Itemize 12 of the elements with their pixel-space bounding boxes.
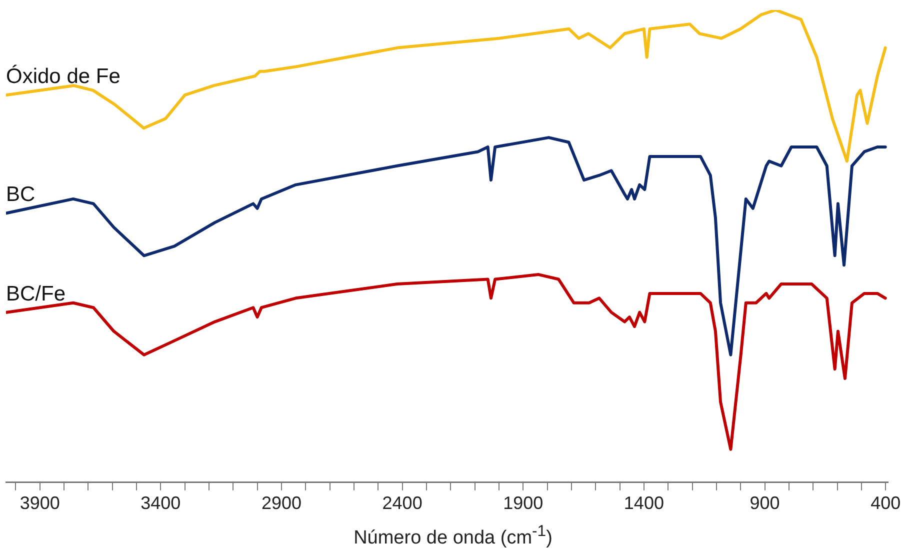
x-tick-label: 1400 bbox=[624, 493, 664, 514]
x-tick-label: 400 bbox=[870, 493, 901, 514]
series-label: BC/Fe bbox=[6, 282, 66, 306]
x-tick-label: 3400 bbox=[140, 493, 181, 514]
x-tick-label: 2400 bbox=[382, 493, 422, 514]
series-label: BC bbox=[6, 183, 36, 206]
x-tick-label: 3900 bbox=[20, 493, 60, 514]
x-tick-label: 900 bbox=[750, 493, 780, 514]
x-tick-label: 1900 bbox=[503, 493, 544, 514]
x-tick-label: 2900 bbox=[261, 493, 302, 514]
x-axis-title: Número de onda (cm$^{-1}$) bbox=[352, 522, 554, 550]
series-label: Óxido de Fe bbox=[6, 64, 120, 88]
